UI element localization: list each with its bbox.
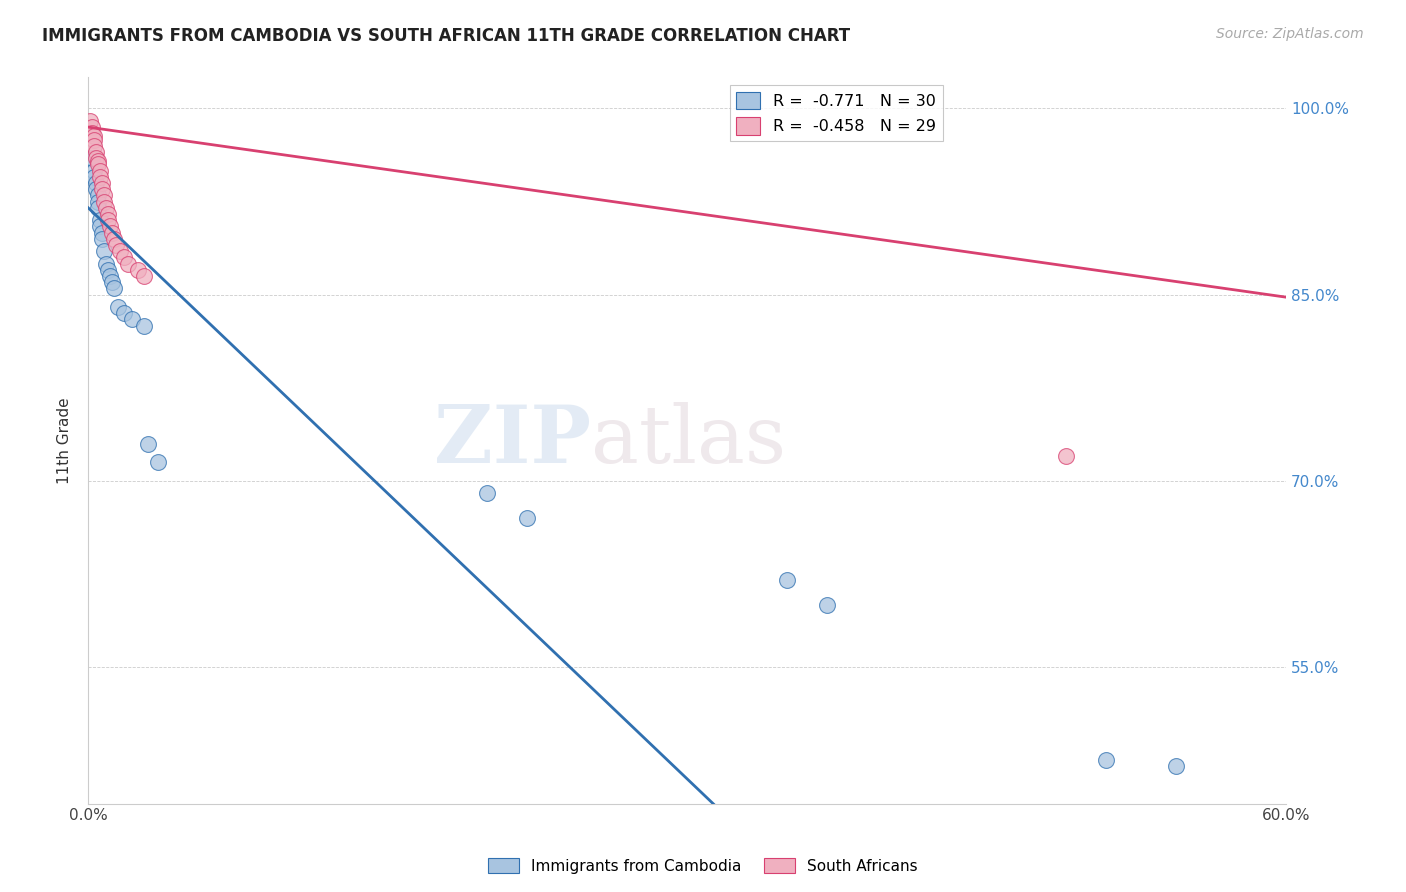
Point bbox=[776, 573, 799, 587]
Text: atlas: atlas bbox=[592, 401, 786, 480]
Point bbox=[84, 176, 107, 190]
Point bbox=[1166, 759, 1188, 773]
Point bbox=[103, 281, 125, 295]
Point bbox=[91, 176, 114, 190]
Point bbox=[83, 138, 105, 153]
Text: IMMIGRANTS FROM CAMBODIA VS SOUTH AFRICAN 11TH GRADE CORRELATION CHART: IMMIGRANTS FROM CAMBODIA VS SOUTH AFRICA… bbox=[42, 27, 851, 45]
Point bbox=[516, 511, 538, 525]
Point bbox=[89, 213, 111, 227]
Point bbox=[108, 244, 131, 259]
Point bbox=[97, 207, 120, 221]
Point bbox=[89, 169, 111, 184]
Point bbox=[89, 219, 111, 234]
Point bbox=[87, 188, 110, 202]
Point bbox=[91, 182, 114, 196]
Point bbox=[83, 169, 105, 184]
Point bbox=[103, 232, 125, 246]
Point bbox=[94, 257, 117, 271]
Point bbox=[136, 436, 159, 450]
Point bbox=[83, 132, 105, 146]
Point bbox=[93, 188, 115, 202]
Point bbox=[477, 486, 499, 500]
Point bbox=[83, 128, 105, 143]
Y-axis label: 11th Grade: 11th Grade bbox=[58, 397, 72, 483]
Point bbox=[117, 257, 139, 271]
Point bbox=[121, 312, 143, 326]
Point bbox=[84, 182, 107, 196]
Point bbox=[84, 145, 107, 159]
Point bbox=[82, 120, 104, 134]
Point bbox=[815, 598, 838, 612]
Point bbox=[132, 318, 155, 333]
Point bbox=[146, 455, 169, 469]
Point bbox=[93, 194, 115, 209]
Legend: R =  -0.771   N = 30, R =  -0.458   N = 29: R = -0.771 N = 30, R = -0.458 N = 29 bbox=[730, 86, 942, 141]
Point bbox=[89, 163, 111, 178]
Point bbox=[1054, 449, 1077, 463]
Point bbox=[105, 238, 128, 252]
Text: ZIP: ZIP bbox=[434, 401, 592, 480]
Point bbox=[79, 114, 101, 128]
Point bbox=[101, 226, 124, 240]
Point bbox=[87, 201, 110, 215]
Point bbox=[91, 232, 114, 246]
Point bbox=[83, 163, 105, 178]
Point bbox=[84, 151, 107, 165]
Point bbox=[87, 194, 110, 209]
Point bbox=[82, 151, 104, 165]
Point bbox=[112, 251, 135, 265]
Point bbox=[97, 213, 120, 227]
Legend: Immigrants from Cambodia, South Africans: Immigrants from Cambodia, South Africans bbox=[482, 852, 924, 880]
Point bbox=[97, 263, 120, 277]
Point bbox=[93, 244, 115, 259]
Point bbox=[132, 268, 155, 283]
Point bbox=[87, 153, 110, 168]
Point bbox=[98, 219, 121, 234]
Point bbox=[98, 268, 121, 283]
Point bbox=[1095, 753, 1118, 767]
Point bbox=[87, 157, 110, 171]
Point bbox=[112, 306, 135, 320]
Point bbox=[107, 300, 129, 314]
Point bbox=[101, 275, 124, 289]
Text: Source: ZipAtlas.com: Source: ZipAtlas.com bbox=[1216, 27, 1364, 41]
Point bbox=[91, 226, 114, 240]
Point bbox=[127, 263, 149, 277]
Point bbox=[94, 201, 117, 215]
Point bbox=[82, 126, 104, 140]
